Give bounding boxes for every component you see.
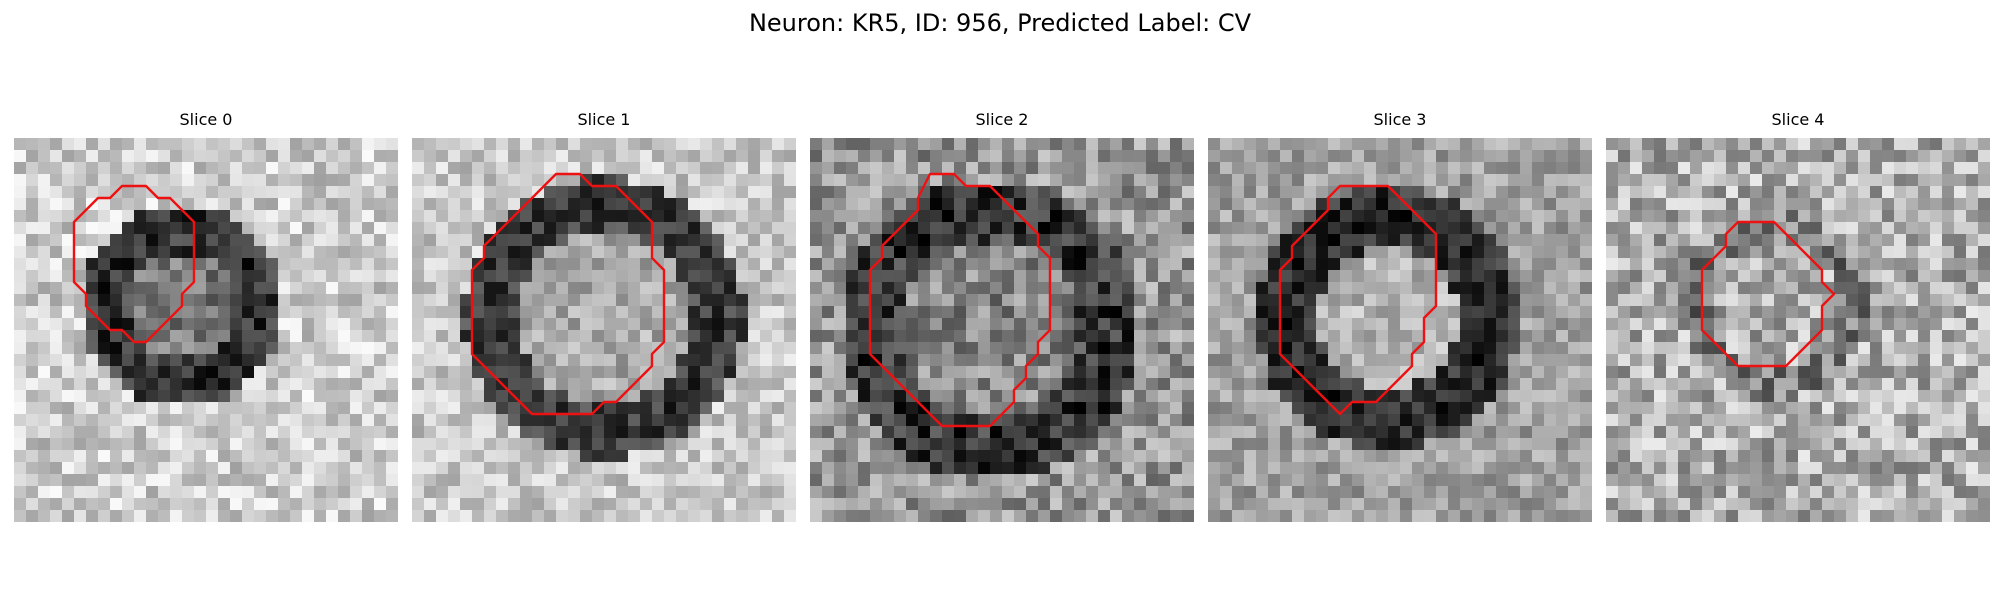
segmentation-contour	[868, 172, 1052, 428]
slice-panel-1: Slice 1	[412, 110, 796, 522]
slice-panel-4: Slice 4	[1606, 110, 1990, 522]
slice-title: Slice 2	[975, 110, 1029, 129]
micrograph-pixels	[14, 138, 398, 522]
micrograph-pixels	[1606, 138, 1990, 522]
slice-image	[810, 138, 1194, 522]
slice-panel-3: Slice 3	[1208, 110, 1592, 522]
segmentation-contour	[470, 172, 666, 416]
slice-title: Slice 0	[179, 110, 233, 129]
micrograph-pixels	[810, 138, 1194, 522]
micrograph-pixels	[1208, 138, 1592, 522]
figure-title: Neuron: KR5, ID: 956, Predicted Label: C…	[748, 9, 1252, 37]
micrograph-pixels	[412, 138, 796, 522]
slice-title: Slice 4	[1771, 110, 1825, 129]
slice-panel-2: Slice 2	[810, 110, 1194, 522]
slice-image	[1606, 138, 1990, 522]
segmentation-contour	[1700, 220, 1836, 368]
slice-image	[412, 138, 796, 522]
slice-panel-0: Slice 0	[14, 110, 398, 522]
segmentation-contour	[1278, 184, 1438, 416]
segmentation-contour	[72, 184, 196, 344]
slice-title: Slice 3	[1373, 110, 1427, 129]
slice-image	[14, 138, 398, 522]
slice-title: Slice 1	[577, 110, 631, 129]
slice-image	[1208, 138, 1592, 522]
